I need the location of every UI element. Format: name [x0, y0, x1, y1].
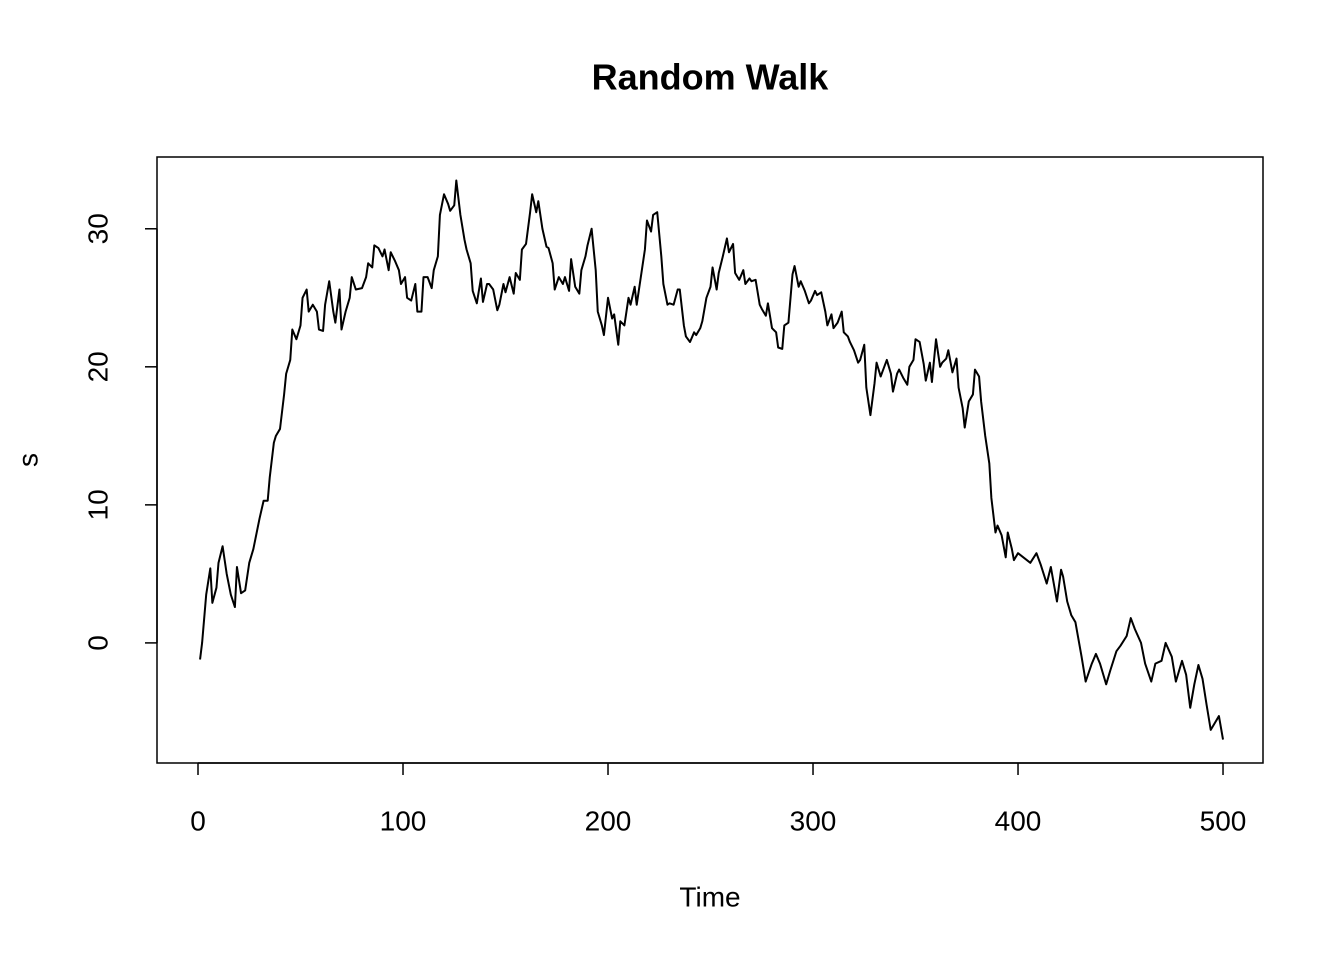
x-tick-label: 0	[190, 805, 206, 836]
chart-title: Random Walk	[592, 57, 830, 98]
plot-box	[156, 156, 1264, 764]
x-axis-label: Time	[679, 881, 740, 912]
x-tick-label: 400	[995, 805, 1042, 836]
y-tick-label: 20	[82, 351, 113, 382]
x-tick-label: 100	[380, 805, 427, 836]
y-axis-label: s	[12, 453, 43, 467]
x-tick-label: 200	[585, 805, 632, 836]
y-tick-label: 10	[82, 489, 113, 520]
line-series	[199, 179, 1225, 740]
x-tick-label: 500	[1200, 805, 1247, 836]
x-tick-label: 300	[790, 805, 837, 836]
y-tick-label: 30	[82, 213, 113, 244]
y-tick-label: 0	[82, 635, 113, 651]
